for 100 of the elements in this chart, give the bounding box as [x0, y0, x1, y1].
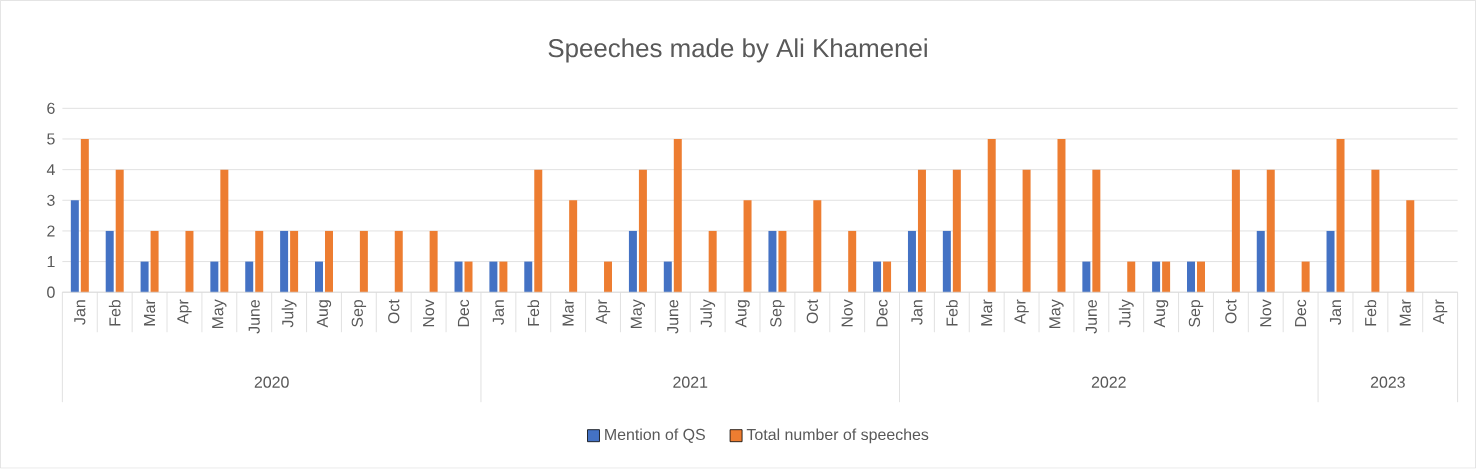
bar: [1082, 261, 1091, 293]
x-tick-label: July: [700, 299, 716, 328]
x-tick-label: Oct: [1225, 299, 1237, 324]
bar: [848, 231, 857, 293]
y-tick-label: 1: [47, 256, 55, 268]
x-tick-label: July: [1118, 299, 1134, 328]
bar: [663, 261, 672, 293]
bar: [489, 261, 498, 293]
x-tick-label: Apr: [595, 299, 611, 325]
x-tick-label: June: [248, 300, 260, 334]
x-tick-label: Aug: [316, 300, 332, 328]
x-tick-label: Aug: [735, 300, 750, 328]
x-tick-label: Dec: [457, 299, 470, 327]
x-tick-label: Feb: [108, 300, 121, 326]
x-tick-label: Dec: [1295, 299, 1307, 327]
bar: [115, 169, 124, 293]
text: 2020: [254, 376, 289, 389]
bar: [534, 169, 543, 293]
x-tick-label: Mar: [144, 299, 156, 326]
bar: [185, 231, 194, 293]
x-tick-label: May: [212, 299, 227, 329]
y-tick-label: 2: [47, 225, 55, 237]
bar: [454, 261, 463, 293]
bar: [1231, 169, 1240, 293]
y-tick-label: 3: [47, 194, 55, 207]
x-tick-label: May: [1049, 299, 1064, 329]
x-tick-label: Jan: [1329, 300, 1342, 325]
x-tick-label: Aug: [1153, 300, 1169, 328]
bar: [220, 169, 229, 293]
x-tick-label: Sep: [770, 300, 785, 328]
bar: [1371, 169, 1380, 293]
bar: [883, 261, 892, 293]
bar: [80, 139, 89, 293]
bar: [1301, 261, 1310, 293]
y-tick-label: 0: [47, 286, 55, 299]
bar: [942, 231, 951, 293]
legend-label: Mention of QS: [605, 428, 705, 444]
x-tick-label: Apr: [1433, 299, 1448, 325]
bar: [952, 169, 961, 293]
x-tick-label: Feb: [527, 300, 540, 326]
x-tick-label: June: [1085, 300, 1097, 334]
bar: [464, 261, 473, 293]
text: 2022: [1091, 376, 1126, 389]
x-tick-label: Jan: [911, 300, 923, 325]
bar: [255, 231, 264, 293]
bar: [987, 139, 996, 293]
bar: [314, 261, 323, 293]
bar: [917, 169, 926, 293]
bar: [1336, 139, 1345, 293]
bar: [1092, 169, 1101, 293]
bar: [1022, 169, 1031, 293]
x-tick-label: Mar: [562, 299, 574, 326]
x-tick-label: Nov: [1260, 299, 1272, 327]
bar: [1326, 231, 1335, 293]
bar: [1266, 169, 1275, 293]
x-tick-label: Feb: [1364, 300, 1377, 326]
x-tick-label: Sep: [1188, 300, 1204, 328]
x-tick-label: Feb: [945, 300, 958, 326]
bar: [743, 200, 752, 293]
bar: [105, 231, 114, 293]
bar: [1127, 261, 1136, 293]
bar: [628, 231, 637, 293]
bar: [604, 261, 613, 293]
legend-label: Total number of speeches: [746, 428, 929, 444]
bar: [673, 139, 682, 293]
bar: [778, 231, 787, 293]
bar: [1152, 261, 1161, 293]
bar: [1057, 139, 1066, 293]
x-tick-label: Nov: [423, 299, 435, 327]
bar: [394, 231, 403, 293]
y-tick-label: 4: [46, 164, 55, 176]
bar: [499, 261, 508, 293]
bar: [1197, 261, 1205, 293]
x-tick-label: May: [630, 299, 646, 329]
bar: [708, 231, 717, 293]
bar: [907, 231, 916, 293]
bar: [210, 261, 219, 293]
bar: [429, 231, 438, 293]
bar: [290, 231, 299, 293]
bar: [813, 200, 822, 293]
bar: [638, 169, 647, 293]
x-tick-label: July: [281, 299, 297, 328]
x-tick-label: Jan: [492, 300, 504, 325]
x-tick-label: Mar: [981, 299, 993, 326]
bar: [140, 261, 149, 293]
bar: [150, 231, 159, 293]
text: 2021: [673, 376, 708, 389]
y-tick-label: 6: [47, 102, 55, 115]
y-tick-label: 5: [47, 133, 55, 145]
x-tick-label: Dec: [876, 299, 888, 327]
bar: [524, 261, 533, 293]
x-tick-label: Oct: [388, 299, 400, 324]
x-tick-label: Apr: [1014, 299, 1029, 325]
bar: [873, 261, 882, 293]
bar: [1162, 261, 1171, 293]
x-tick-label: Oct: [806, 299, 818, 324]
x-tick-label: Jan: [74, 300, 86, 325]
x-tick-label: Mar: [1399, 299, 1411, 326]
bar: [70, 200, 79, 293]
x-tick-label: Apr: [177, 299, 192, 325]
